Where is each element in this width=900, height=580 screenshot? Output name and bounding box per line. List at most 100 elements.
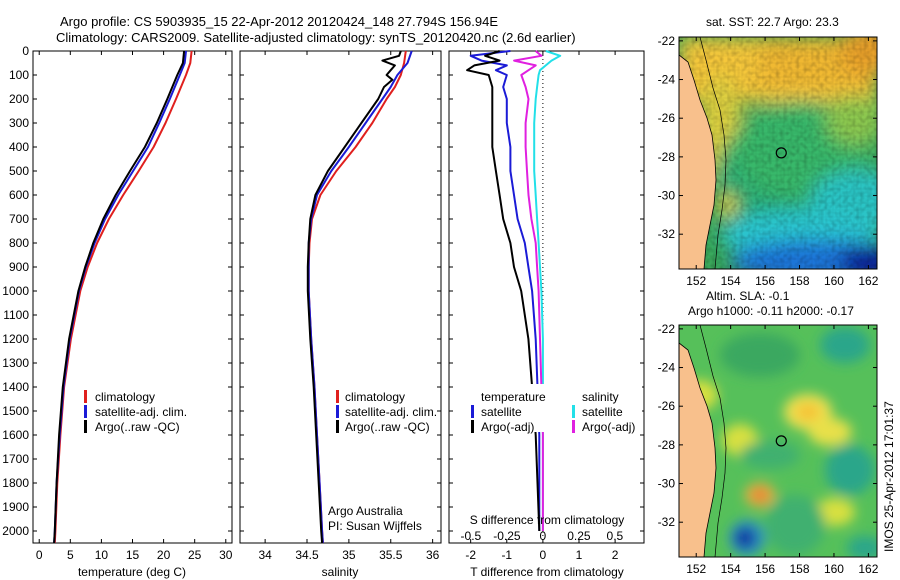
lon-tick-label: 158 [790,562,810,576]
x-tick-label: 15 [126,548,140,562]
legend-label-climatology: climatology [95,390,155,404]
legend-label-climatology: climatology [345,390,405,404]
salinity-x-ticks: 34 34.5 35 35.5 36 [258,51,440,562]
figure-title-line2: Climatology: CARS2009. Satellite-adjuste… [56,30,576,45]
legend-box [570,384,642,432]
x-tick-label: 35 [342,548,356,562]
x-tick-label: 10 [95,548,109,562]
x-tick-label: -1 [501,548,512,562]
salinity-axes-frame [239,50,442,544]
temperature-panel: 0100200300400500600700800900100011001200… [2,44,232,579]
series-line-climatology [307,50,407,544]
x-tick-label: 36 [426,548,440,562]
series-line-s-argo-adj- [513,50,544,531]
legend-box [470,384,546,432]
lat-tick-label: -32 [658,515,676,529]
y-tick-label: 900 [9,260,29,274]
series-line-t-satellite [469,50,541,531]
float-position-marker [775,147,787,159]
sst-lon-ticks: 152 154 156 158 160 162 [686,37,879,288]
lat-tick-label: -32 [658,227,676,241]
difference-xlabel-t: T difference from climatology [470,565,624,579]
figure-title-line1: Argo profile: CS 5903935_15 22-Apr-2012 … [60,14,498,29]
difference-axes-frame [448,50,645,544]
legend-swatch-s-argo [572,420,575,433]
sst-map-frame [678,36,878,270]
legend-label-t-argo: Argo(-adj) [481,420,534,434]
difference-panel: -2 -1 0 1 2 S difference from climatology -0… [448,50,645,579]
salinity-series [306,50,413,544]
lon-tick-label: 154 [721,274,741,288]
lon-tick-label: 156 [755,562,775,576]
legend-label-argo: Argo(..raw -QC) [95,420,180,434]
y-tick-label: 700 [9,212,29,226]
sst-lat-ticks: -22 -24 -26 -28 -30 -32 [658,34,877,241]
series-line-satellite-adj-clim- [53,50,187,544]
sst-field [679,37,877,269]
y-tick-label: 1700 [2,452,29,466]
legend-swatch-t-satellite [471,405,474,418]
lat-tick-label: -28 [658,150,676,164]
salinity-depth-ticks [240,50,441,532]
legend-label-argo: Argo(..raw -QC) [345,420,430,434]
x-tick-label: 20 [157,548,171,562]
legend-label-s-argo: Argo(-adj) [582,420,635,434]
lat-tick-label: -26 [658,399,676,413]
y-tick-label: 1400 [2,380,29,394]
x-tick-label: 34.5 [295,548,319,562]
difference-legend-temperature: temperature satellite Argo(-adj) [470,384,546,434]
y-tick-label: 1500 [2,404,29,418]
s-diff-tick-label: 0 [540,529,547,543]
sla-map-panel: Altim. SLA: -0.1 Argo h1000: -0.11 h2000… [658,289,879,576]
y-tick-label: 100 [9,68,29,82]
sla-lon-ticks: 152 154 156 158 160 162 [686,325,879,576]
legend-swatch-satellite [84,405,87,418]
lat-tick-label: -26 [658,111,676,125]
y-tick-label: 1200 [2,332,29,346]
x-tick-label: 34 [258,548,272,562]
sla-map-title2: Argo h1000: -0.11 h2000: -0.17 [688,304,854,318]
y-tick-label: 2000 [2,524,29,538]
series-line-climatology [53,50,193,544]
lon-tick-label: 158 [790,274,810,288]
float-position-marker [775,435,787,447]
shelf-contour [699,37,727,269]
series-line-s-satellite [533,50,562,531]
legend-swatch-climatology [84,390,87,403]
legend-label-satellite: satellite-adj. clim. [95,405,187,419]
salinity-legend: climatology satellite-adj. clim. Argo(..… [336,390,437,434]
x-tick-label: 2 [612,548,619,562]
x-tick-label: 30 [219,548,233,562]
series-line-argo-raw-qc- [53,50,186,544]
australia-landmass [679,54,717,269]
legend-swatch-satellite [336,405,339,418]
y-tick-label: 400 [9,140,29,154]
s-diff-tick-label: 0.25 [567,529,591,543]
legend-swatch-climatology [336,390,339,403]
salinity-xlabel: salinity [322,565,359,579]
y-tick-label: 600 [9,188,29,202]
series-line-t-argo-adj- [466,50,541,532]
lon-tick-label: 162 [858,562,878,576]
y-tick-label: 0 [22,44,29,58]
lon-tick-label: 154 [721,562,741,576]
temperature-x-ticks: 0 5 10 15 20 25 30 [36,51,233,562]
temperature-depth-ticks: 0 100 200 300 400 500 600 700 800 900 1000 1100 1200… [2,44,232,538]
y-tick-label: 1600 [2,428,29,442]
sst-map-title: sat. SST: 22.7 Argo: 23.3 [706,15,839,29]
timestamp: IMOS 25-Apr-2012 17:01:37 [882,401,896,552]
lat-tick-label: -30 [658,189,676,203]
lat-tick-label: -24 [658,73,676,87]
legend-swatch-s-satellite [572,405,575,418]
temperature-axes-frame [32,50,233,544]
sla-lat-ticks: -22 -24 -26 -28 -30 -32 [658,322,877,529]
legend-label-s-satellite: satellite [582,405,623,419]
legend-swatch-argo [84,420,87,433]
y-tick-label: 1100 [3,308,29,322]
lon-tick-label: 152 [686,562,706,576]
lon-tick-label: 152 [686,274,706,288]
sst-map-panel: sat. SST: 22.7 Argo: 23.3 [658,15,879,288]
lon-tick-label: 156 [755,274,775,288]
temperature-series [53,50,193,544]
